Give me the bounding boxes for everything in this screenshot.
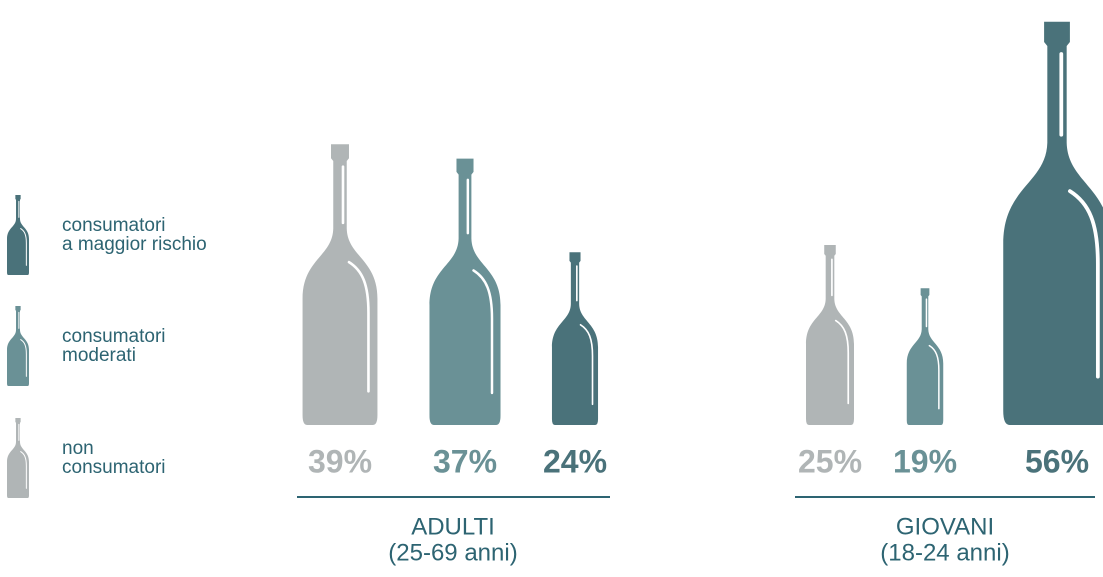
value-label: 19% [893,443,957,479]
value-label: 56% [1025,443,1089,479]
legend-label: consumatori a maggior rischio [62,216,207,254]
category-label: ADULTI [411,513,495,540]
category-note: (18-24 anni) [880,539,1009,566]
value-label: 39% [308,443,372,479]
chart-canvas: 39% 37% 24% ADULTI(25-69 anni) 25% 19% 56% GIOV… [0,0,1103,577]
legend-label: non consumatori [62,439,166,477]
value-label: 25% [798,443,862,479]
legend-label: consumatori moderati [62,327,166,365]
bottle-bar [1003,22,1103,425]
chart: 39% 37% 24% ADULTI(25-69 anni) 25% 19% 56% GIOV… [0,0,1103,577]
value-label: 24% [543,443,607,479]
category-note: (25-69 anni) [388,539,517,566]
category-label: GIOVANI [896,513,994,540]
value-label: 37% [433,443,497,479]
